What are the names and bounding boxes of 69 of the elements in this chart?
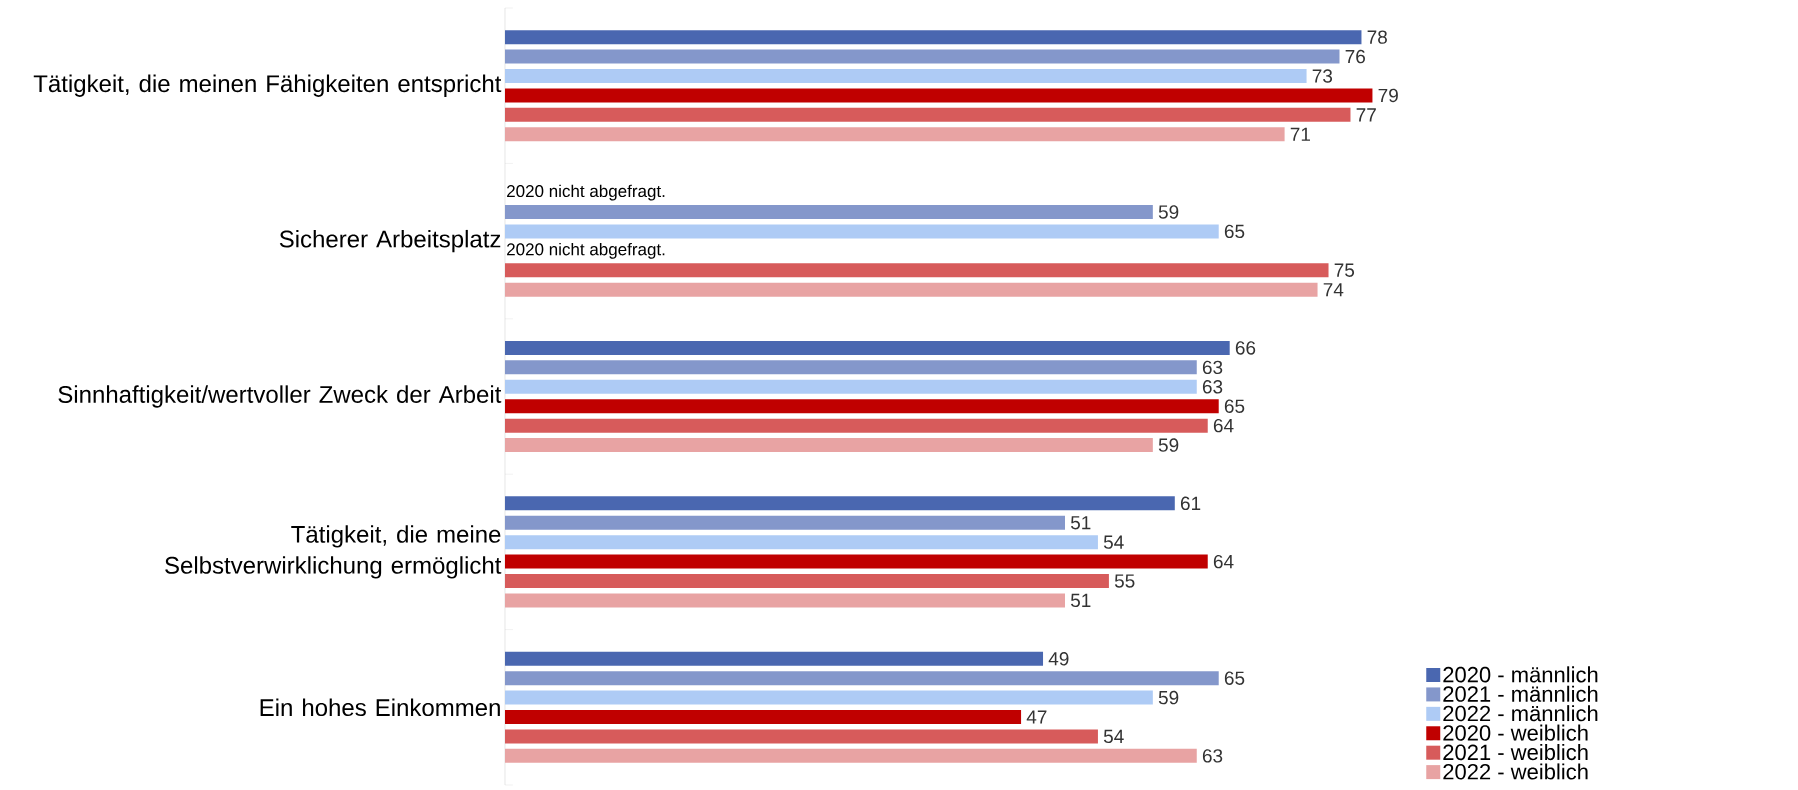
data-label: 64 bbox=[1213, 554, 1234, 569]
y-tick-label: Tätigkeit, die meinen Fähigkeiten entspricht bbox=[33, 74, 502, 97]
y-tick-label: Sicherer Arbeitsplatz bbox=[279, 229, 501, 253]
data-label: 65 bbox=[1224, 671, 1245, 685]
bar bbox=[504, 438, 1153, 453]
bar bbox=[504, 204, 1153, 219]
data-label: 79 bbox=[1378, 88, 1398, 103]
data-label: 74 bbox=[1323, 283, 1344, 297]
bar bbox=[504, 49, 1340, 64]
data-label: 59 bbox=[1158, 690, 1179, 705]
annotation: 2020 nicht abgefragt. bbox=[507, 242, 665, 259]
legend-label: 2020 - weiblich bbox=[1443, 724, 1588, 741]
legend-label: 2020 - männlich bbox=[1443, 666, 1598, 683]
bar bbox=[504, 554, 1208, 569]
legend-label: 2022 - weiblich bbox=[1443, 763, 1588, 780]
data-label: 63 bbox=[1202, 360, 1223, 375]
bar bbox=[504, 729, 1098, 744]
bar bbox=[504, 690, 1153, 705]
data-label: 65 bbox=[1224, 224, 1245, 239]
data-label: 77 bbox=[1356, 108, 1376, 122]
data-label: 63 bbox=[1202, 380, 1223, 394]
data-label: 76 bbox=[1345, 49, 1365, 64]
bar bbox=[504, 593, 1065, 608]
data-label: 78 bbox=[1367, 30, 1387, 44]
bar bbox=[504, 379, 1197, 394]
data-label: 51 bbox=[1070, 516, 1091, 530]
data-label: 63 bbox=[1202, 749, 1223, 763]
legend-label: 2022 - männlich bbox=[1443, 705, 1598, 722]
bar bbox=[504, 710, 1022, 725]
bar bbox=[504, 360, 1197, 375]
data-label: 61 bbox=[1180, 496, 1201, 511]
bar bbox=[504, 535, 1098, 550]
bar bbox=[504, 282, 1318, 297]
bar bbox=[504, 127, 1285, 142]
bar bbox=[504, 515, 1065, 530]
bar bbox=[504, 263, 1329, 278]
bar bbox=[504, 30, 1362, 45]
data-label: 75 bbox=[1334, 263, 1355, 277]
data-label: 49 bbox=[1048, 652, 1069, 666]
y-tick-label: Tätigkeit, die meine Selbstverwirklichung ermöglicht bbox=[165, 525, 502, 579]
bar bbox=[504, 224, 1219, 239]
data-label: 51 bbox=[1070, 593, 1091, 608]
bar bbox=[504, 574, 1109, 589]
data-label: 47 bbox=[1026, 710, 1047, 724]
y-tick-label: Ein hohes Einkommen bbox=[260, 698, 500, 717]
legend-label: 2021 - männlich bbox=[1443, 685, 1598, 702]
data-label: 59 bbox=[1158, 205, 1179, 219]
legend-label: 2021 - weiblich bbox=[1443, 743, 1588, 761]
data-label: 73 bbox=[1312, 69, 1333, 83]
data-label: 66 bbox=[1235, 341, 1256, 355]
bar bbox=[504, 107, 1351, 122]
bar bbox=[504, 496, 1175, 511]
bar bbox=[504, 88, 1373, 103]
bar bbox=[504, 651, 1044, 666]
bar bbox=[504, 399, 1219, 414]
data-label: 64 bbox=[1213, 418, 1234, 433]
y-tick-label: Sinnhaftigkeit/wertvoller Zweck der Arbeit bbox=[58, 385, 502, 408]
bar bbox=[504, 671, 1219, 686]
bar bbox=[504, 340, 1230, 355]
bar bbox=[504, 748, 1197, 763]
data-label: 59 bbox=[1158, 438, 1179, 452]
data-label: 54 bbox=[1103, 535, 1124, 549]
annotation: 2020 nicht abgefragt. bbox=[507, 184, 665, 201]
bar bbox=[504, 69, 1307, 83]
data-label: 65 bbox=[1224, 399, 1245, 413]
data-label: 55 bbox=[1114, 574, 1135, 588]
bar bbox=[504, 418, 1208, 433]
data-label: 54 bbox=[1103, 729, 1124, 744]
data-label: 71 bbox=[1290, 127, 1310, 141]
